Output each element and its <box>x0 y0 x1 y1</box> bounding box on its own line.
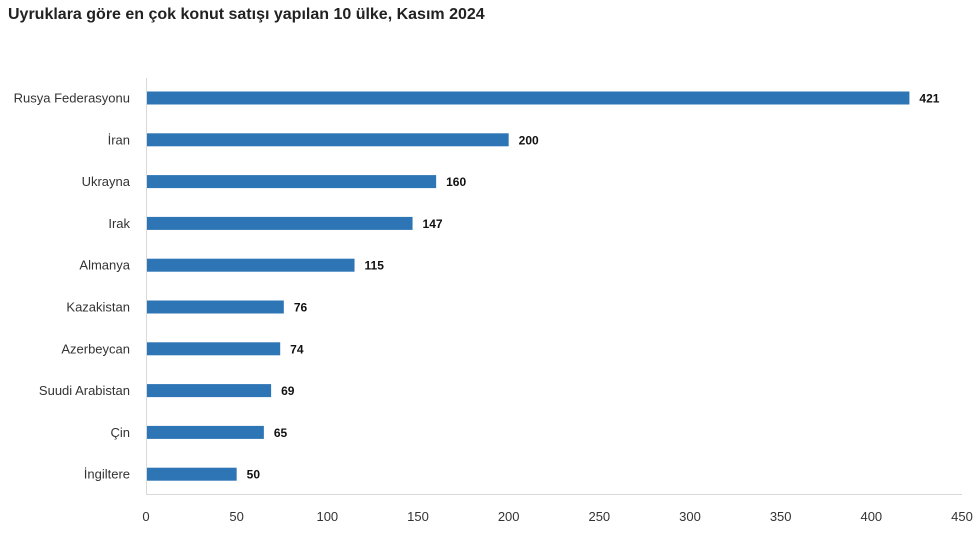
category-label: Rusya Federasyonu <box>14 91 130 106</box>
value-label: 50 <box>247 468 261 482</box>
x-tick-label: 350 <box>770 509 792 524</box>
value-label: 160 <box>446 175 466 189</box>
axes-group <box>146 78 962 495</box>
value-labels-group: 421 200 160 147 115 76 74 69 65 50 <box>247 92 940 482</box>
category-label: İran <box>108 132 130 147</box>
tick-labels-group: 0 50 100 150 200 250 300 350 400 450 <box>142 509 972 524</box>
x-tick-label: 450 <box>951 509 973 524</box>
x-tick-label: 100 <box>316 509 338 524</box>
x-tick-label: 0 <box>142 509 149 524</box>
value-label: 69 <box>281 384 295 398</box>
bar <box>146 91 910 105</box>
bar <box>146 175 437 189</box>
value-label: 74 <box>290 342 304 356</box>
category-label: İngiltere <box>84 467 130 482</box>
category-label: Almanya <box>79 258 130 273</box>
value-label: 421 <box>919 92 939 106</box>
bar <box>146 258 355 272</box>
x-tick-label: 200 <box>498 509 520 524</box>
x-tick-label: 150 <box>407 509 429 524</box>
bar <box>146 133 509 147</box>
category-label: Suudi Arabistan <box>39 383 130 398</box>
x-tick-label: 400 <box>860 509 882 524</box>
x-tick-label: 50 <box>229 509 243 524</box>
category-label: Ukrayna <box>82 174 131 189</box>
x-tick-label: 250 <box>588 509 610 524</box>
x-tick-label: 300 <box>679 509 701 524</box>
bar <box>146 467 237 481</box>
bar <box>146 384 272 398</box>
bars-group <box>146 91 910 481</box>
bar <box>146 342 281 356</box>
category-label: Azerbeycan <box>61 341 130 356</box>
value-label: 76 <box>294 301 308 315</box>
category-label: Irak <box>108 216 130 231</box>
value-label: 147 <box>423 217 443 231</box>
bar <box>146 216 413 230</box>
value-label: 115 <box>365 259 385 273</box>
value-label: 65 <box>274 426 288 440</box>
category-label: Çin <box>110 425 130 440</box>
chart-title: Uyruklara göre en çok konut satışı yapıl… <box>8 6 485 23</box>
category-label: Kazakistan <box>66 300 130 315</box>
value-label: 200 <box>519 133 539 147</box>
bar <box>146 300 284 314</box>
bar <box>146 425 264 439</box>
category-labels-group: Rusya Federasyonu İran Ukrayna Irak Almanya K… <box>14 91 131 482</box>
